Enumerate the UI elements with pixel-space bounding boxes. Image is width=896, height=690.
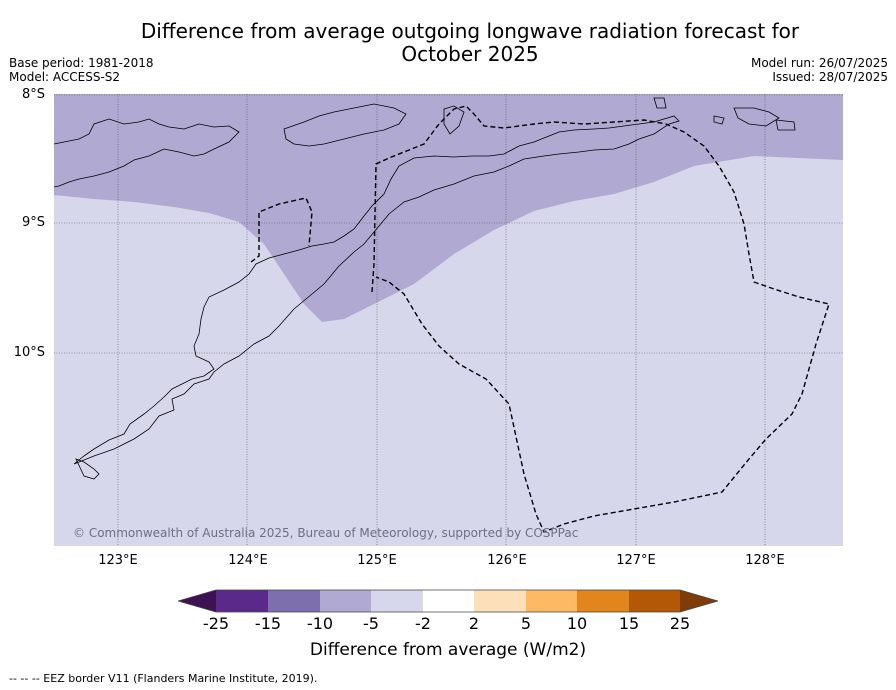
colorbar-segment-8: [577, 590, 629, 612]
title-line-2: October 2025: [401, 42, 539, 66]
model-run: Model run: 26/07/2025: [750, 56, 888, 70]
meta-right: Model run: 26/07/2025 Issued: 28/07/2025: [751, 56, 888, 84]
coast-islet-1: [653, 97, 667, 109]
lon-label-125e: 125°E: [357, 553, 397, 568]
colorbar-tick: -25: [202, 614, 230, 633]
colorbar-tick: 15: [618, 614, 640, 633]
lon-label-126e: 126°E: [487, 553, 527, 568]
colorbar-tick: 10: [566, 614, 588, 633]
issued-date: Issued: 28/07/2025: [772, 70, 888, 84]
colorbar-tick: -15: [254, 614, 282, 633]
graticule: [54, 94, 843, 546]
lat-label-8s: 8°S: [21, 87, 45, 102]
title-line-1: Difference from average outgoing longwav…: [140, 19, 800, 43]
meta-left: Base period: 1981-2018 Model: ACCESS-S2: [9, 56, 154, 84]
lon-label-123e: 123°E: [98, 553, 138, 568]
colorbar-outline: [178, 589, 718, 613]
map-title: Difference from average outgoing longwav…: [60, 20, 880, 66]
coast-islet-4: [713, 115, 725, 125]
lon-label-128e: 128°E: [745, 553, 785, 568]
colorbar-right-arrow: [680, 590, 718, 612]
colorbar-segment-3: [320, 590, 371, 612]
lon-label-127e: 127°E: [616, 553, 656, 568]
colorbar-tick: 2: [468, 614, 480, 633]
coast-wetar: [283, 103, 407, 147]
colorbar-left-arrow: [178, 590, 216, 612]
colorbar-tick: -5: [363, 614, 379, 633]
colorbar-segment-5: [423, 590, 474, 612]
colorbar-segment-6: [474, 590, 526, 612]
colorbar-segment-2: [268, 590, 320, 612]
colorbar-tick: 5: [520, 614, 532, 633]
lat-label-9s: 9°S: [21, 215, 45, 230]
coast-islet-3: [775, 119, 796, 131]
copyright-notice: © Commonwealth of Australia 2025, Bureau…: [73, 526, 579, 540]
colorbar-segment-4: [371, 590, 423, 612]
coast-rote: [75, 458, 100, 480]
colorbar-segment-7: [526, 590, 577, 612]
eez-border: [250, 105, 830, 533]
eez-footer-note: -- -- -- EEZ border V11 (Flanders Marine…: [9, 672, 318, 685]
colorbar-tick: 25: [669, 614, 691, 633]
colorbar-label: Difference from average (W/m2): [309, 640, 587, 660]
model-name: Model: ACCESS-S2: [9, 70, 121, 84]
coast-alor: [54, 118, 240, 188]
colorbar-tick: -10: [306, 614, 334, 633]
coastlines: [54, 97, 796, 480]
anomaly-region: [54, 94, 843, 322]
lat-label-10s: 10°S: [13, 345, 45, 360]
colorbar-tick: -2: [415, 614, 431, 633]
coast-islet-2: [733, 107, 780, 127]
coast-timor: [73, 115, 680, 465]
coast-atauro: [443, 105, 465, 135]
colorbar: [178, 589, 718, 613]
colorbar-segment-9: [629, 590, 680, 612]
lon-label-124e: 124°E: [228, 553, 268, 568]
map-panel: [54, 94, 843, 546]
base-period: Base period: 1981-2018: [9, 56, 154, 70]
colorbar-segment-1: [216, 590, 268, 612]
